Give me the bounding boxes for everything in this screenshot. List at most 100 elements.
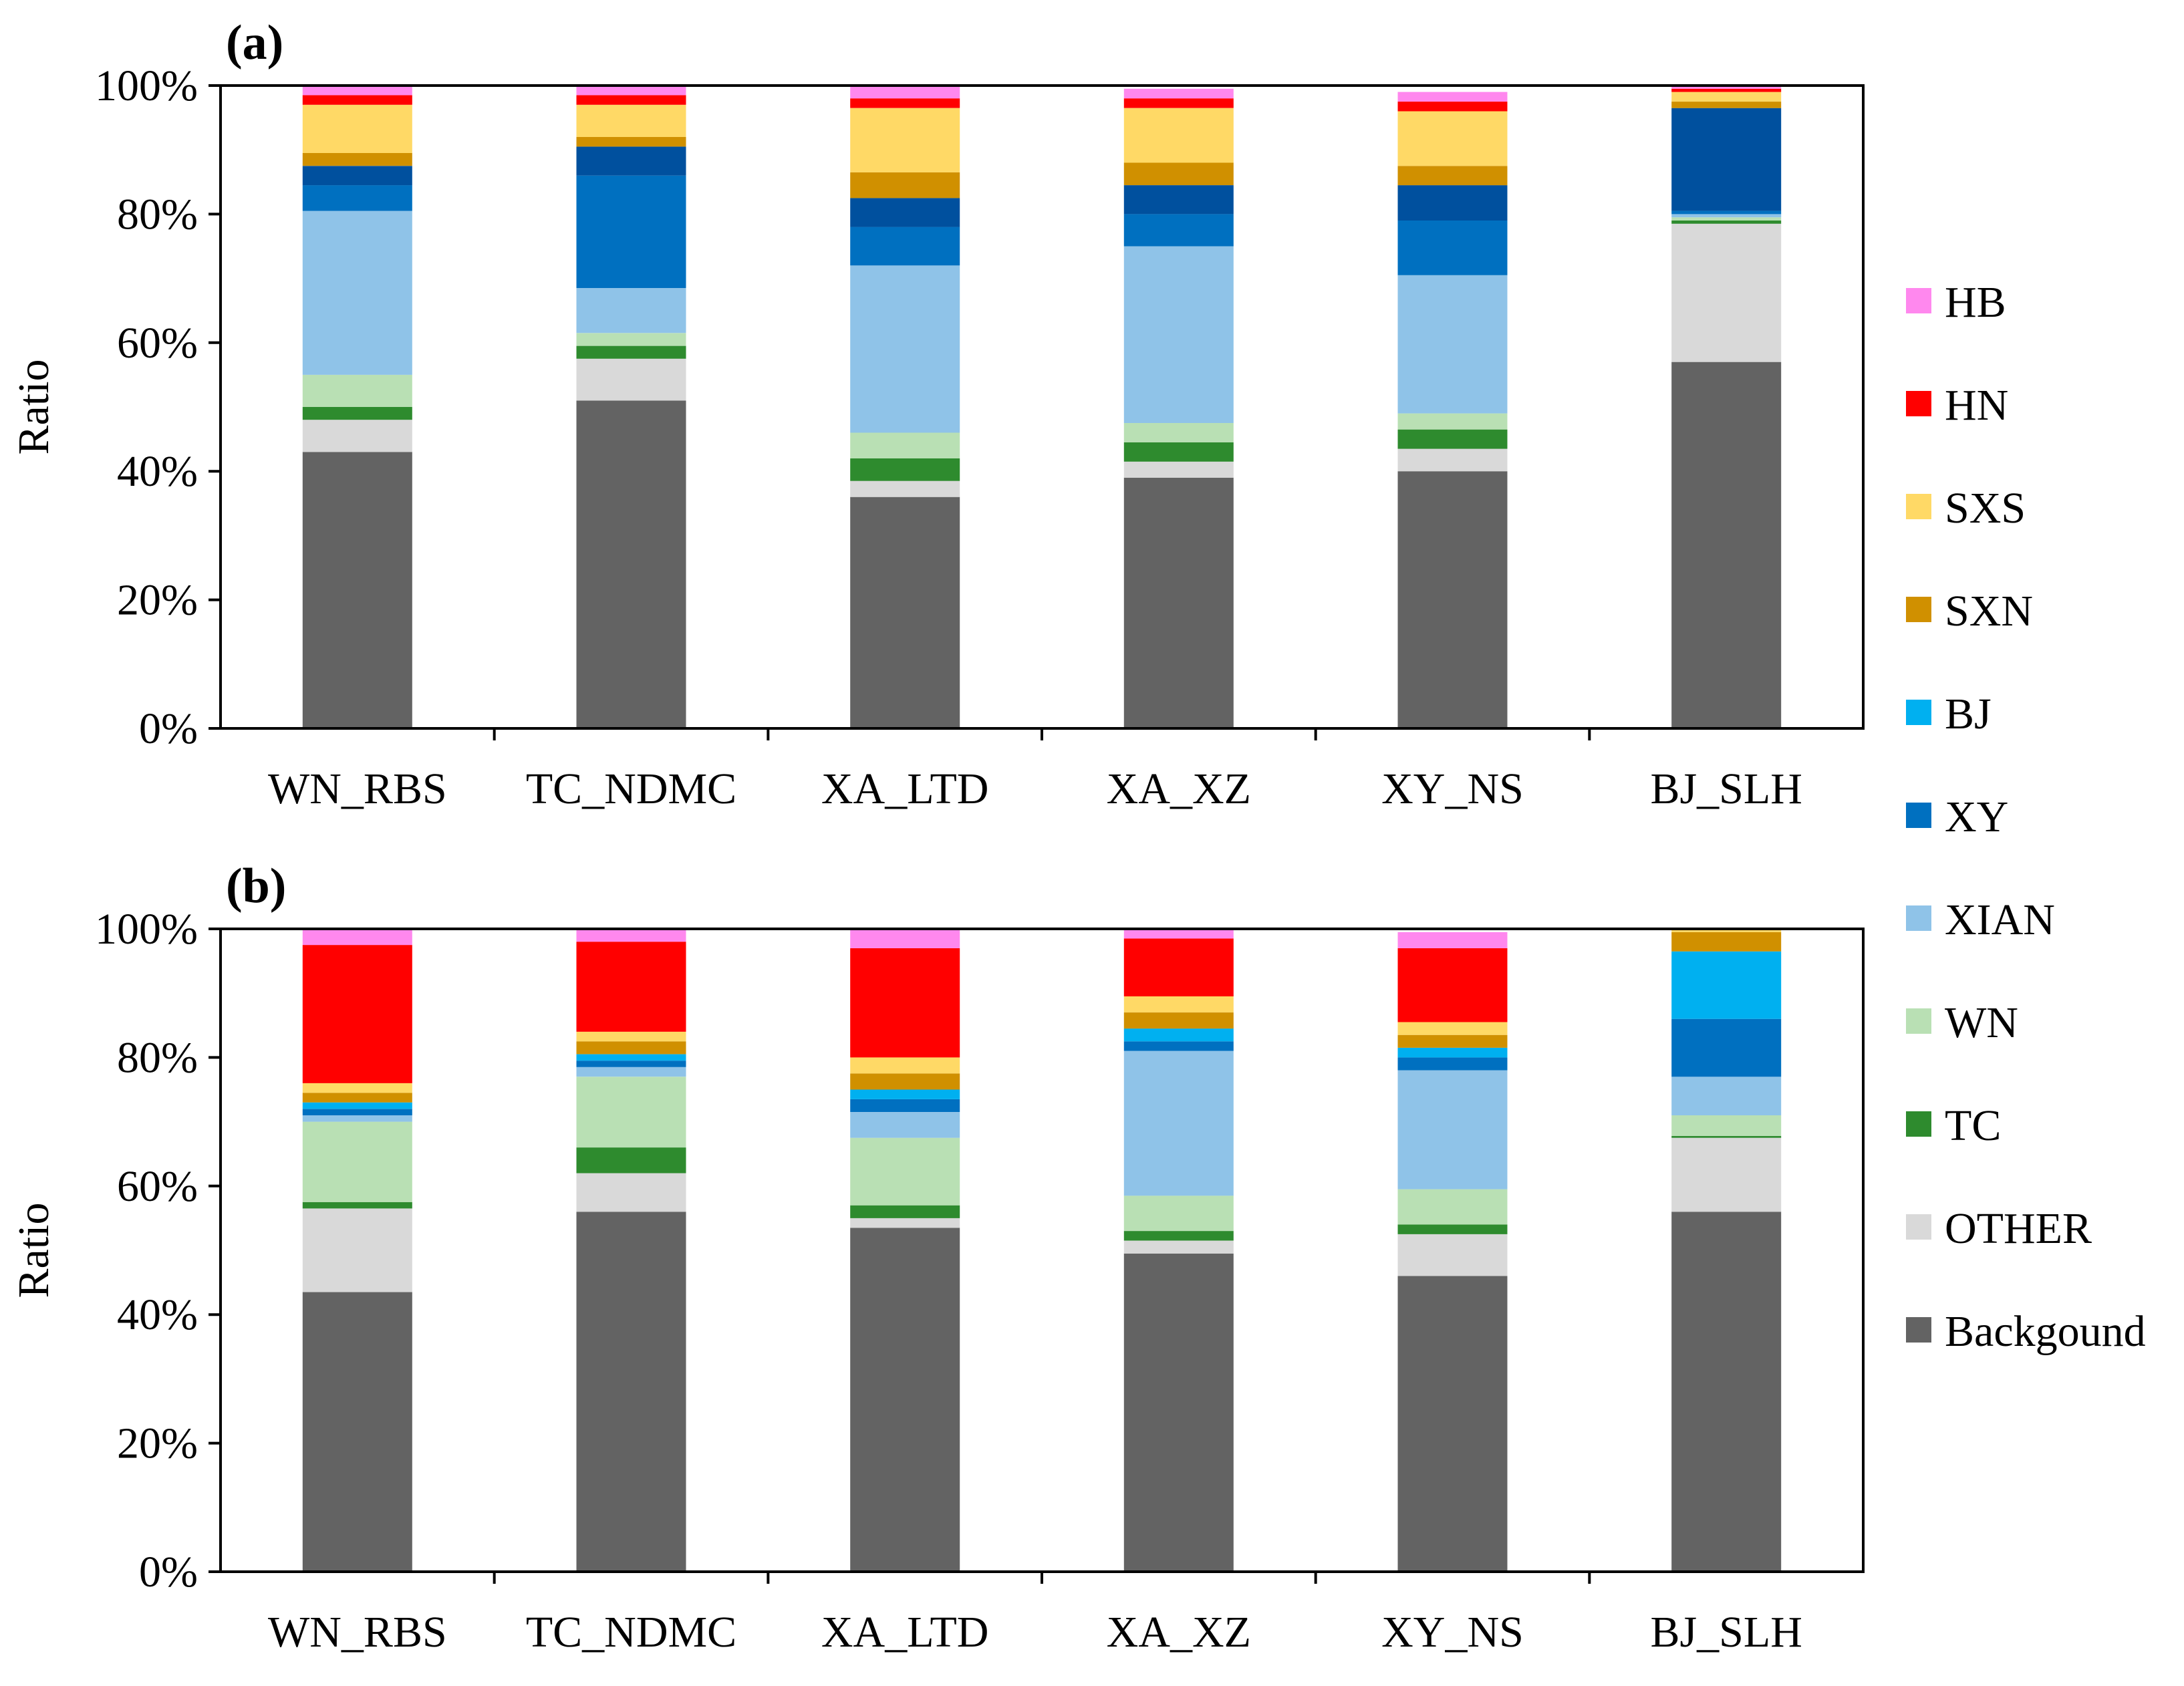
bar-segment-sxs-wn_rbs xyxy=(302,1083,412,1093)
bar-segment-xian-tc_ndmc xyxy=(576,288,686,333)
x-category-label: BJ_SLH xyxy=(1650,1608,1802,1657)
bar-segment-xian-wn_rbs xyxy=(302,1115,412,1122)
bar-segment-wn-tc_ndmc xyxy=(576,333,686,346)
bar-segment-backgound-xa_xz xyxy=(1123,477,1234,728)
x-category-label: XA_XZ xyxy=(1107,764,1251,813)
bar-segment-sxs-xy_ns xyxy=(1397,111,1508,166)
bar-segment-sxs-xa_xz xyxy=(1123,108,1234,163)
bar-segment-sxs-xa_ltd xyxy=(850,1057,960,1074)
legend-swatch-hb xyxy=(1906,288,1931,313)
bar-segment-wn-xa_xz xyxy=(1123,1196,1234,1232)
bar-segment-xian-xa_xz xyxy=(1123,246,1234,423)
bar-segment-hn-xa_xz xyxy=(1123,938,1234,996)
bar-segment-tc-xy_ns xyxy=(1397,1224,1508,1234)
bar-segment-other-xa_xz xyxy=(1123,1240,1234,1254)
legend-label-sxn: SXN xyxy=(1945,587,2033,636)
y-tick-label: 0% xyxy=(139,1548,198,1596)
bar-segment-wn-xa_ltd xyxy=(850,1137,960,1206)
bar-segment-tc-xa_xz xyxy=(1123,442,1234,462)
bar-segment-bj-xy_ns xyxy=(1397,1048,1508,1058)
x-category-label: XY_NS xyxy=(1381,1608,1524,1657)
bar-segment-other-tc_ndmc xyxy=(576,358,686,401)
bar-segment-sxs-wn_rbs xyxy=(302,104,412,153)
bar-segment-xy-xy_ns xyxy=(1397,221,1508,275)
y-tick-label: 40% xyxy=(117,447,198,496)
bar-segment-hn-tc_ndmc xyxy=(576,942,686,1032)
bar-segment-xy2-xa_ltd xyxy=(850,198,960,227)
bar-segment-tc-xa_ltd xyxy=(850,458,960,481)
bar-segment-hb-wn_rbs xyxy=(302,929,412,946)
bar-segment-xy2-xa_xz xyxy=(1123,185,1234,215)
bar-segment-bj-xa_xz xyxy=(1123,1028,1234,1042)
bar-segment-other-xy_ns xyxy=(1397,1234,1508,1276)
bar-segment-sxs-xa_ltd xyxy=(850,108,960,172)
bar-segment-wn-bj_slh xyxy=(1671,217,1782,221)
bar-segment-tc-wn_rbs xyxy=(302,1202,412,1209)
bar-segment-backgound-xa_ltd xyxy=(850,1228,960,1572)
bar-segment-sxn-tc_ndmc xyxy=(576,1041,686,1055)
bar-segment-hb-xa_xz xyxy=(1123,88,1234,99)
bar-segment-xian-bj_slh xyxy=(1671,1077,1782,1115)
bar-segment-wn-wn_rbs xyxy=(302,1121,412,1202)
bar-segment-xy-wn_rbs xyxy=(302,185,412,211)
bar-segment-other-tc_ndmc xyxy=(576,1173,686,1212)
bar-segment-backgound-xy_ns xyxy=(1397,1276,1508,1572)
legend-label-hn: HN xyxy=(1945,381,2008,430)
bar-segment-sxs-bj_slh xyxy=(1671,929,1782,932)
bar-segment-bj-xa_ltd xyxy=(850,1089,960,1099)
bar-segment-sxn-bj_slh xyxy=(1671,102,1782,108)
bar-segment-hb-xy_ns xyxy=(1397,92,1508,102)
bar-segment-hb-xy_ns xyxy=(1397,932,1508,948)
bar-segment-backgound-wn_rbs xyxy=(302,452,412,728)
bar-segment-xy-xa_xz xyxy=(1123,214,1234,247)
bar-segment-hn-xa_xz xyxy=(1123,98,1234,108)
bar-segment-hb-xa_ltd xyxy=(850,86,960,99)
bar-segment-xy-wn_rbs xyxy=(302,1109,412,1115)
bar-segment-backgound-xa_xz xyxy=(1123,1253,1234,1572)
bar-segment-hn-xy_ns xyxy=(1397,102,1508,112)
bar-segment-xy2-wn_rbs xyxy=(302,166,412,186)
legend-label-xian: XIAN xyxy=(1945,895,2055,944)
bar-segment-hn-xa_ltd xyxy=(850,98,960,108)
legend-swatch-wn xyxy=(1906,1008,1931,1034)
y-axis-title: Ratio xyxy=(9,1203,58,1298)
bar-segment-tc-xa_xz xyxy=(1123,1231,1234,1241)
bar-segment-hn-bj_slh xyxy=(1671,88,1782,92)
bar-segment-sxn-xa_xz xyxy=(1123,162,1234,186)
bar-segment-sxn-xy_ns xyxy=(1397,166,1508,186)
bar-segment-other-xa_ltd xyxy=(850,480,960,497)
plot-frame xyxy=(219,84,1865,730)
x-category-label: TC_NDMC xyxy=(526,1608,736,1657)
bar-segment-other-xa_ltd xyxy=(850,1218,960,1228)
bar-segment-xy-xa_ltd xyxy=(850,1099,960,1113)
legend-label-other: OTHER xyxy=(1945,1204,2092,1253)
bar-segment-wn-xa_xz xyxy=(1123,423,1234,442)
bar-segment-tc-wn_rbs xyxy=(302,407,412,420)
bar-segment-other-xa_xz xyxy=(1123,461,1234,478)
bar-segment-sxn-xa_ltd xyxy=(850,172,960,198)
bar-segment-other-bj_slh xyxy=(1671,1137,1782,1212)
legend-swatch-xian xyxy=(1906,905,1931,931)
bar-segment-tc-xy_ns xyxy=(1397,429,1508,449)
x-category-label: XA_XZ xyxy=(1107,1608,1251,1657)
bar-segment-backgound-bj_slh xyxy=(1671,362,1782,728)
legend-swatch-sxs xyxy=(1906,494,1931,519)
x-category-label: XA_LTD xyxy=(821,1608,989,1657)
panel-b: 0% 20% 40% 60% 80% 100% WN_RBS TC_NDMC XA_LTD XA_… xyxy=(9,859,1865,1657)
y-tick-label: 80% xyxy=(117,190,198,239)
bar-segment-hb-tc_ndmc xyxy=(576,929,686,942)
x-category-label: XA_LTD xyxy=(821,764,989,813)
bar-segment-xy-tc_ndmc xyxy=(576,1061,686,1067)
legend-swatch-hn xyxy=(1906,391,1931,416)
legend-swatch-xy xyxy=(1906,803,1931,828)
bar-segment-hb-xa_xz xyxy=(1123,929,1234,939)
legend-label-sxs: SXS xyxy=(1945,484,2026,533)
bar-segment-wn-xy_ns xyxy=(1397,1189,1508,1225)
bar-segment-sxs-tc_ndmc xyxy=(576,1031,686,1042)
bar-segment-xian-xy_ns xyxy=(1397,275,1508,414)
bar-segment-tc-bj_slh xyxy=(1671,221,1782,224)
bar-segment-sxn-tc_ndmc xyxy=(576,137,686,147)
bar-segment-xian-wn_rbs xyxy=(302,210,412,375)
bar-segment-wn-bj_slh xyxy=(1671,1115,1782,1136)
bar-segment-xy-xy_ns xyxy=(1397,1057,1508,1071)
